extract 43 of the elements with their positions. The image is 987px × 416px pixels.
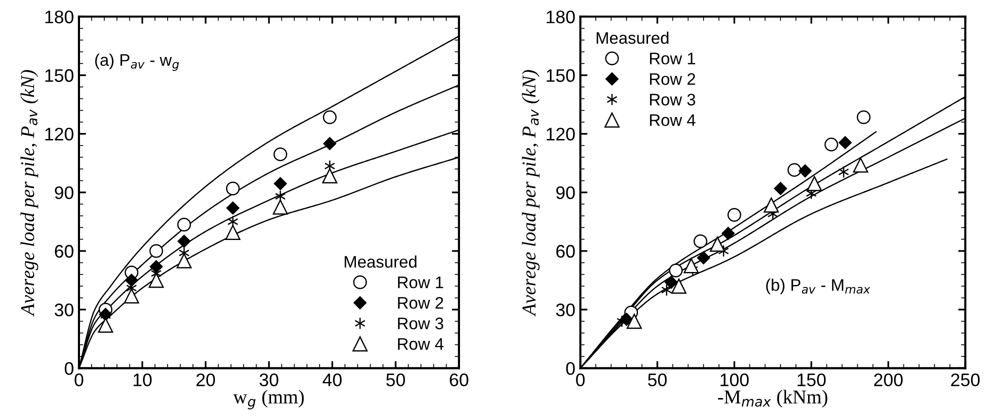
x-tick-label: 100 — [720, 374, 749, 386]
legend-label: Row 1 — [398, 276, 444, 288]
y-tick-label: 150 — [45, 69, 74, 82]
x-tick-label: 200 — [874, 374, 903, 386]
y-tick-label: 150 — [546, 69, 575, 82]
y-tick-label: 90 — [556, 186, 575, 200]
legend-label: Row 3 — [398, 318, 444, 330]
legend-title: Measured — [344, 255, 416, 268]
annotation: (b) P$_{av}$ - M$_{max}$ — [766, 278, 870, 294]
legend-title: Measured — [596, 32, 668, 44]
legend-label: Row 1 — [650, 52, 696, 64]
x-tick-label: 150 — [798, 374, 826, 386]
y-tick-label: 0 — [566, 362, 575, 375]
legend-label: Row 4 — [398, 338, 444, 350]
y-tick-label: 120 — [546, 128, 575, 141]
y-tick-label: 120 — [45, 128, 74, 141]
x-tick-label: 30 — [260, 374, 278, 386]
legend-label: Row 2 — [398, 296, 444, 309]
y-tick-label: 30 — [54, 304, 74, 316]
x-tick-label: 50 — [386, 374, 405, 386]
y-axis-title: Averege load per pile, P$_{av}$ (kN) — [20, 70, 38, 317]
x-tick-label: 0 — [74, 374, 84, 386]
x-axis-title: w$_{g}$ (mm) — [233, 390, 304, 410]
y-tick-label: 180 — [45, 10, 74, 24]
x-tick-label: 250 — [951, 374, 980, 386]
x-tick-label: 10 — [134, 374, 152, 386]
y-axis-title: Averege load per pile, P$_{av}$ (kN) — [522, 70, 540, 317]
annotation: (a) P$_{av}$ - w$_{g}$ — [95, 54, 179, 71]
legend-label: Row 4 — [650, 114, 696, 126]
x-axis-title: -M$_{max}$ (kNm) — [718, 390, 828, 408]
x-tick-label: 40 — [322, 374, 342, 386]
y-tick-label: 30 — [556, 304, 575, 316]
x-tick-label: 50 — [648, 374, 667, 386]
x-tick-label: 20 — [196, 374, 215, 386]
y-tick-label: 0 — [64, 362, 74, 375]
legend-label: Row 2 — [650, 73, 696, 85]
y-tick-label: 60 — [556, 244, 575, 258]
x-tick-label: 0 — [576, 374, 585, 386]
legend-label: Row 3 — [650, 94, 696, 106]
y-tick-label: 60 — [54, 244, 74, 258]
y-tick-label: 180 — [546, 10, 575, 24]
y-tick-label: 90 — [54, 186, 74, 200]
x-tick-label: 60 — [450, 374, 468, 386]
